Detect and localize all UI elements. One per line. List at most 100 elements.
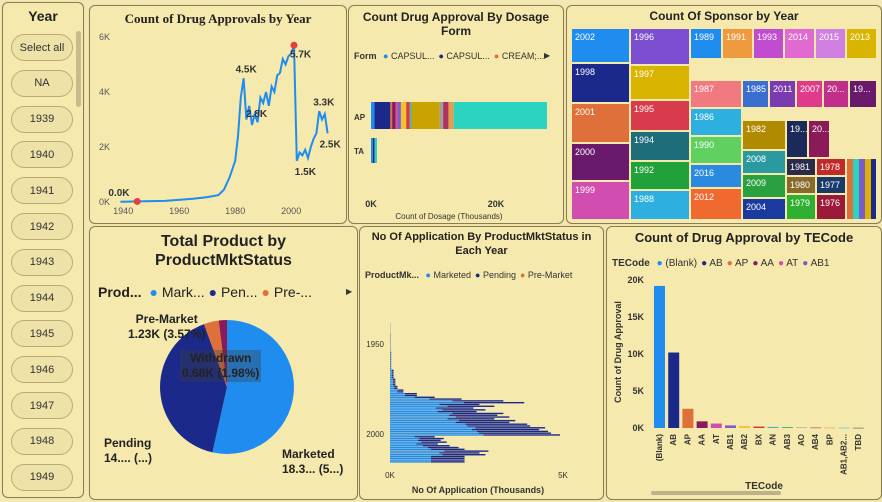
treemap-tile[interactable]: 20... <box>808 120 830 158</box>
bar-marketed <box>390 369 392 372</box>
x-tick-label: AB2 <box>740 433 749 450</box>
bar-segment <box>390 102 393 129</box>
slicer-item[interactable]: Select all <box>11 34 73 61</box>
label-text: Pending <box>104 436 152 450</box>
bar <box>796 427 807 429</box>
slicer-item[interactable]: 1945 <box>11 320 73 348</box>
treemap-tile[interactable]: 19... <box>786 120 808 158</box>
treemap-tile[interactable]: 2001 <box>571 103 630 143</box>
treemap-small-tiles[interactable] <box>846 158 877 220</box>
legend-item[interactable]: ● CAPSUL... <box>383 51 434 61</box>
legend-item[interactable]: ● CREAM;... <box>494 51 544 61</box>
bar-marketed <box>390 378 393 381</box>
x-tick-label: BP <box>825 433 834 445</box>
legend-items: ● CAPSUL... ● CAPSUL... ● CREAM;... <box>379 51 544 61</box>
treemap-tile[interactable]: 1996 <box>630 28 690 65</box>
treemap-tile[interactable]: 2016 <box>690 164 742 188</box>
bar-pending <box>422 445 450 447</box>
treemap-tile[interactable]: 1976 <box>816 194 846 220</box>
x-tick-label: AB1 <box>726 433 735 450</box>
treemap-tile[interactable]: 2007 <box>796 80 823 108</box>
treemap-tile[interactable]: 1999 <box>571 181 630 220</box>
treemap-tile[interactable]: 1995 <box>630 100 690 131</box>
treemap-tile[interactable]: 2004 <box>742 198 786 220</box>
treemap-tile[interactable]: 1993 <box>753 28 784 59</box>
treemap-tile[interactable]: 2009 <box>742 174 786 198</box>
treemap-tile[interactable]: 1997 <box>630 65 690 100</box>
treemap-tile[interactable]: 1994 <box>630 131 690 161</box>
treemap-tile[interactable]: 1992 <box>630 161 690 190</box>
data-label: 0.0K <box>108 188 130 199</box>
legend-item[interactable]: ● Pre-... <box>262 284 312 300</box>
legend-more-icon[interactable]: ▶ <box>544 51 551 60</box>
slicer-item[interactable]: 1947 <box>11 392 73 419</box>
treemap-tile[interactable]: 2013 <box>846 28 877 59</box>
treemap-tile[interactable]: 1990 <box>690 136 742 164</box>
legend-item[interactable]: ● Pre-Market <box>520 270 572 280</box>
treemap-tile[interactable]: 1989 <box>690 28 722 59</box>
slicer-item[interactable]: NA <box>11 69 73 97</box>
slicer-item[interactable]: 1949 <box>11 463 73 491</box>
data-label: 5.7K <box>290 49 312 60</box>
treemap-tile[interactable]: 19... <box>849 80 877 108</box>
treemap-tile[interactable]: 1977 <box>816 176 846 194</box>
legend-item[interactable]: ● Pen... <box>209 284 258 300</box>
bar-pending <box>390 367 392 370</box>
bar-marketed <box>390 421 456 424</box>
bar-marketed <box>390 414 450 416</box>
treemap-tile[interactable]: 1979 <box>786 194 816 220</box>
treemap-tile[interactable]: 20... <box>823 80 849 108</box>
legend-more-icon[interactable]: ▶ <box>346 287 353 296</box>
treemap-tile[interactable]: 1981 <box>786 158 816 176</box>
slicer-item[interactable]: 1946 <box>11 356 73 384</box>
bar-segment <box>406 102 410 129</box>
slicer-item[interactable]: 1940 <box>11 141 73 169</box>
legend-dot-icon: ● <box>475 270 483 280</box>
legend-dot-icon: ● <box>425 270 434 280</box>
x-axis-title: No Of Application (Thousands) <box>412 485 544 495</box>
legend-label: AB1 <box>810 258 830 269</box>
slicer-item[interactable]: 1948 <box>11 427 73 455</box>
legend-item[interactable]: ● AB1 <box>802 258 829 269</box>
legend-label: Pre-... <box>273 284 313 300</box>
treemap-tile[interactable]: 1987 <box>690 80 742 108</box>
legend-label: CREAM;... <box>501 51 545 61</box>
treemap-tile[interactable]: 1986 <box>690 108 742 136</box>
horizontal-scrollbar[interactable] <box>651 491 781 495</box>
legend-item[interactable]: ● CAPSUL... <box>438 51 489 61</box>
legend-item[interactable]: ● Marketed <box>426 270 471 280</box>
treemap-tile[interactable]: 2000 <box>571 143 630 181</box>
bar-pending <box>404 394 417 397</box>
treemap-tile[interactable]: 2015 <box>815 28 846 59</box>
legend-item[interactable]: ● AB <box>701 258 723 269</box>
slicer-item[interactable]: 1939 <box>11 105 73 133</box>
treemap-tile[interactable]: 2014 <box>784 28 815 59</box>
treemap-tile[interactable]: 2002 <box>571 28 630 63</box>
slicer-item[interactable]: 1942 <box>11 213 73 240</box>
legend-item[interactable]: ● AP <box>727 258 749 269</box>
slicer-scrollbar[interactable] <box>76 31 81 107</box>
chart-title: Count of Drug Approvals by Year <box>124 11 312 26</box>
bar-pending <box>390 366 392 368</box>
legend-item[interactable]: ● Pending <box>475 270 516 280</box>
slicer-item[interactable]: 1943 <box>11 248 73 276</box>
treemap-tile[interactable]: 1985 <box>742 80 769 108</box>
treemap-tile[interactable]: 2008 <box>742 150 786 174</box>
treemap-tile[interactable]: 1980 <box>786 176 816 194</box>
treemap-tile[interactable]: 1998 <box>571 63 630 103</box>
legend-item[interactable]: ● (Blank) <box>657 258 698 269</box>
legend-item[interactable]: ● AT <box>778 258 798 269</box>
bar-marketed <box>390 387 395 390</box>
treemap-tile[interactable]: 1982 <box>742 120 786 150</box>
bar-marketed <box>390 454 443 456</box>
treemap-tile[interactable]: 2012 <box>690 188 742 220</box>
treemap-tile[interactable]: 1991 <box>722 28 753 59</box>
slicer-item[interactable]: 1941 <box>11 177 73 205</box>
treemap-tile[interactable]: 1988 <box>630 190 690 220</box>
sponsor-treemap: 2002 1998 2001 2000 1999 1996 1997 1995 1994 1992… <box>571 28 877 220</box>
slicer-item[interactable]: 1944 <box>11 284 73 312</box>
treemap-tile[interactable]: 2011 <box>769 80 796 108</box>
legend-item[interactable]: ● AA <box>752 258 774 269</box>
treemap-tile[interactable]: 1978 <box>816 158 846 176</box>
legend-item[interactable]: ● Mark... <box>149 284 204 300</box>
